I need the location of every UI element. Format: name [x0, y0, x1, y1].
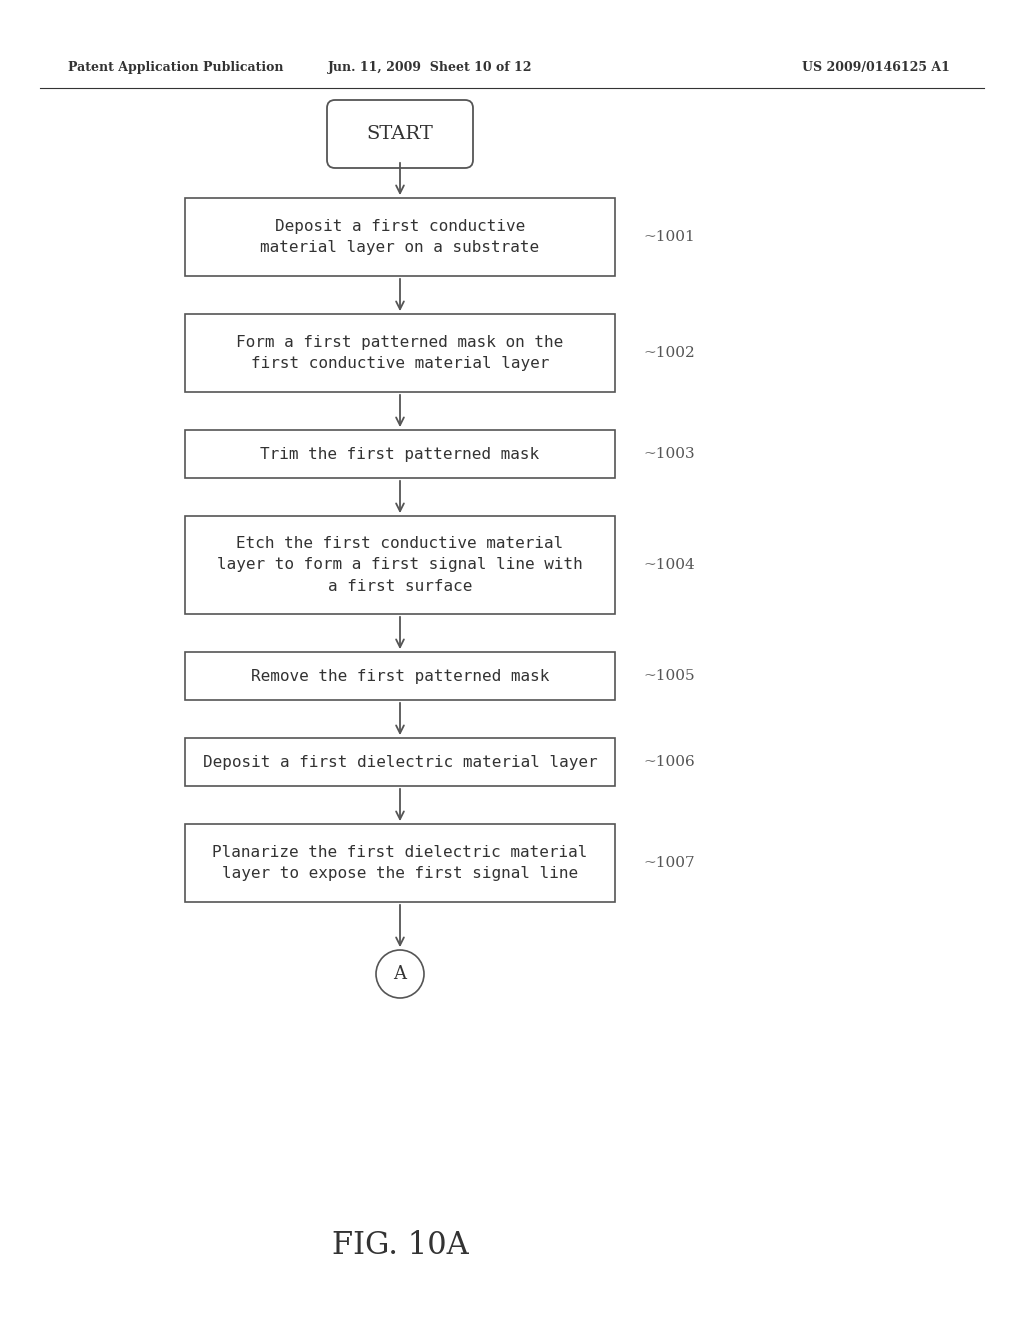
FancyBboxPatch shape: [185, 652, 615, 700]
Text: US 2009/0146125 A1: US 2009/0146125 A1: [802, 62, 950, 74]
Circle shape: [376, 950, 424, 998]
Text: Planarize the first dielectric material
layer to expose the first signal line: Planarize the first dielectric material …: [212, 845, 588, 882]
Text: Patent Application Publication: Patent Application Publication: [68, 62, 284, 74]
Text: Deposit a first dielectric material layer: Deposit a first dielectric material laye…: [203, 755, 597, 770]
Text: Trim the first patterned mask: Trim the first patterned mask: [260, 446, 540, 462]
Text: Jun. 11, 2009  Sheet 10 of 12: Jun. 11, 2009 Sheet 10 of 12: [328, 62, 532, 74]
Text: Deposit a first conductive
material layer on a substrate: Deposit a first conductive material laye…: [260, 219, 540, 255]
Text: ~1002: ~1002: [643, 346, 694, 360]
Text: Form a first patterned mask on the
first conductive material layer: Form a first patterned mask on the first…: [237, 335, 563, 371]
Text: ~1003: ~1003: [643, 447, 694, 461]
FancyBboxPatch shape: [185, 314, 615, 392]
Text: Etch the first conductive material
layer to form a first signal line with
a firs: Etch the first conductive material layer…: [217, 536, 583, 594]
Text: ~1004: ~1004: [643, 558, 694, 572]
FancyBboxPatch shape: [185, 516, 615, 614]
FancyBboxPatch shape: [327, 100, 473, 168]
Text: ~1007: ~1007: [643, 855, 694, 870]
Text: A: A: [393, 965, 407, 983]
Text: START: START: [367, 125, 433, 143]
Text: Remove the first patterned mask: Remove the first patterned mask: [251, 668, 549, 684]
Text: FIG. 10A: FIG. 10A: [332, 1229, 468, 1261]
FancyBboxPatch shape: [185, 738, 615, 785]
Text: ~1001: ~1001: [643, 230, 694, 244]
Text: ~1005: ~1005: [643, 669, 694, 682]
FancyBboxPatch shape: [185, 824, 615, 902]
Text: ~1006: ~1006: [643, 755, 694, 770]
FancyBboxPatch shape: [185, 198, 615, 276]
FancyBboxPatch shape: [185, 430, 615, 478]
